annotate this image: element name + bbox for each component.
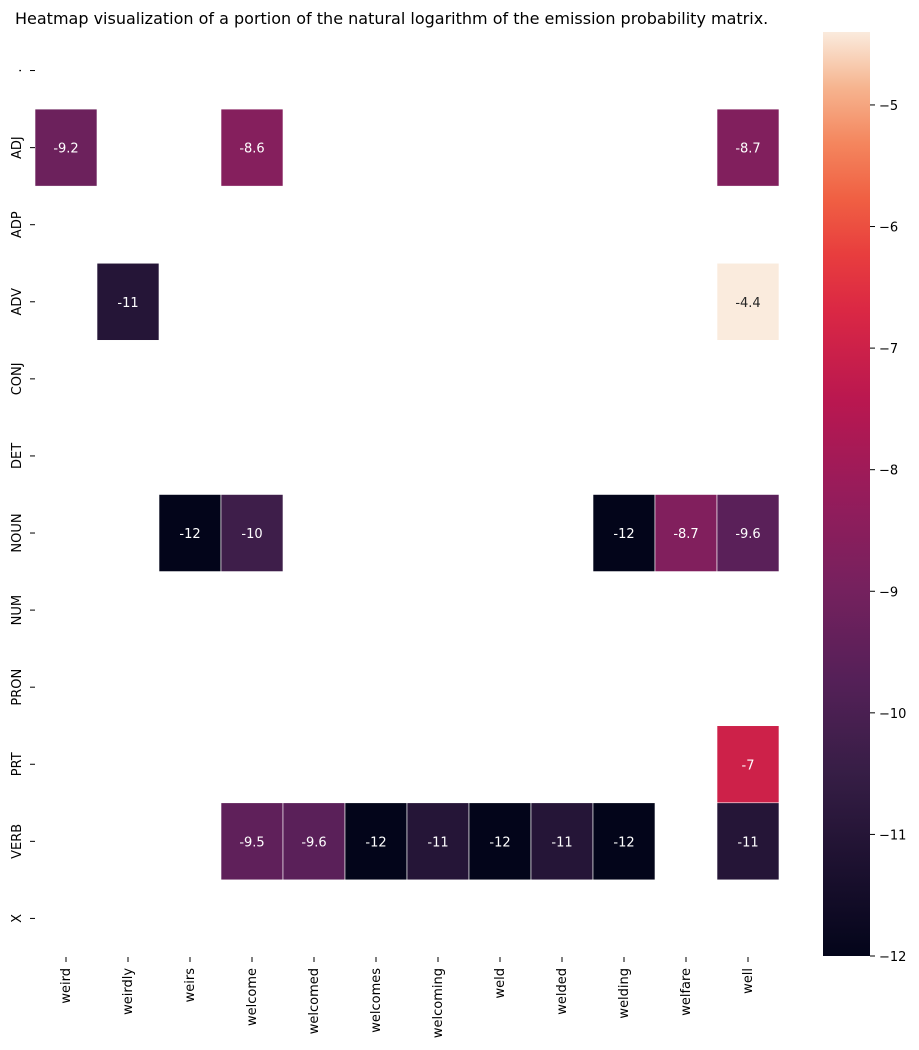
heatmap-cell [406, 802, 470, 881]
row-tick-label: PRT [10, 752, 25, 776]
heatmap-cell [716, 108, 780, 187]
cell-value-label: -12 [489, 835, 510, 850]
heatmap-cell [530, 802, 594, 881]
heatmap-cell [716, 802, 780, 881]
colorbar-axis: −12 −11 −10 −9 −8 −7 −6 −5 [870, 99, 906, 965]
cell-value-label: -8.6 [239, 142, 264, 157]
cell-value-label: -11 [737, 835, 758, 850]
heatmap-cell [654, 494, 718, 572]
cell-value-label: -11 [117, 296, 138, 311]
column-tick-label: well [741, 968, 756, 994]
cell-value-label: -4.4 [735, 296, 760, 311]
cell-value-label: -11 [551, 835, 572, 850]
cell-value-label: -12 [613, 527, 634, 542]
cell-value-label: -12 [365, 835, 386, 850]
heatmap-cell [716, 725, 780, 804]
column-tick-label: welcomes [369, 968, 384, 1033]
row-tick-label: ADV [10, 288, 25, 316]
cell-value-label: -9.6 [735, 527, 760, 542]
row-tick-label: . [10, 68, 25, 72]
cell-value-label: -12 [179, 527, 200, 542]
heatmap-cell [344, 802, 408, 881]
heatmap-cell [716, 494, 780, 572]
heatmap-cell [592, 494, 656, 572]
colorbar-tick-label: −12 [879, 950, 906, 965]
cell-value-label: -11 [427, 835, 448, 850]
cell-value-label: -8.7 [673, 527, 698, 542]
cell-value-label: -9.2 [53, 142, 78, 157]
cell-value-label: -9.6 [301, 835, 326, 850]
row-tick-label: ADP [10, 211, 25, 238]
row-tick-label: CONJ [10, 362, 25, 395]
column-tick-label: weird [59, 968, 74, 1004]
heatmap-cell [716, 262, 780, 341]
row-tick-label: X [10, 914, 25, 923]
heatmap-cell [220, 108, 284, 187]
row-tick-label: DET [10, 443, 25, 469]
colorbar-tick-label: −11 [879, 828, 906, 843]
column-tick-label: weld [493, 968, 508, 999]
chart-title: Heatmap visualization of a portion of th… [15, 9, 768, 28]
heatmap-cell [34, 108, 98, 187]
column-tick-label: weirdly [121, 968, 136, 1015]
column-tick-label: welded [555, 968, 570, 1015]
row-tick-label: NUM [10, 595, 25, 625]
column-tick-label: welding [617, 968, 632, 1019]
cell-value-label: -12 [613, 835, 634, 850]
cell-value-label: -10 [241, 527, 262, 542]
column-tick-label: welfare [679, 968, 694, 1016]
column-tick-label: welcoming [431, 968, 446, 1038]
colorbar-tick-label: −8 [879, 464, 898, 479]
heatmap-cell [220, 494, 284, 572]
cell-value-label: -8.7 [735, 142, 760, 157]
colorbar-tick-label: −9 [879, 585, 898, 600]
colorbar-tick-label: −6 [879, 221, 898, 236]
colorbar-tick-label: −7 [879, 342, 898, 357]
heatmap-cells: -9.2 -8.6 -8.7 -11 -4.4 -12 -10 -12 -8.7 -9.6 -7 -9… [34, 108, 780, 881]
row-tick-label: PRON [10, 669, 25, 706]
row-axis: . ADJ ADP ADV CONJ DET NOUN NUM PRON PRT VERB X [10, 68, 35, 923]
row-tick-label: ADJ [10, 136, 25, 159]
heatmap-cell [96, 262, 160, 341]
column-tick-label: weirs [183, 968, 198, 1003]
heatmap-cell [158, 494, 222, 572]
cell-value-label: -7 [742, 758, 755, 773]
colorbar-tick-label: −10 [879, 707, 906, 722]
cell-value-label: -9.5 [239, 835, 264, 850]
colorbar-tick-label: −5 [879, 99, 898, 114]
column-tick-label: welcomed [307, 968, 322, 1034]
column-axis: weird weirdly weirs welcome welcomed welcomes… [59, 956, 756, 1038]
heatmap-cell [220, 802, 284, 881]
row-tick-label: VERB [10, 824, 25, 859]
heatmap-cell [282, 802, 346, 881]
column-tick-label: welcome [245, 968, 260, 1026]
heatmap-cell [592, 802, 656, 881]
row-tick-label: NOUN [10, 513, 25, 552]
heatmap-cell [468, 802, 532, 881]
colorbar [823, 32, 870, 956]
